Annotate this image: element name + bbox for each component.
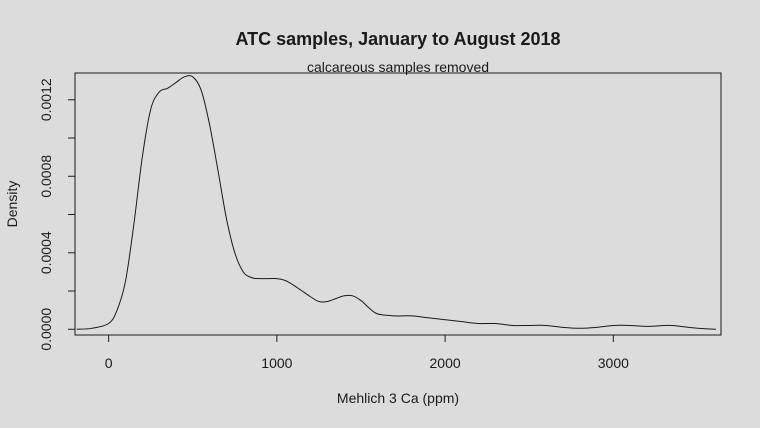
x-tick-label: 3000	[598, 355, 629, 371]
density-line	[76, 75, 716, 330]
chart-subtitle: calcareous samples removed	[307, 59, 489, 75]
y-tick-label: 0.0004	[38, 231, 54, 274]
x-axis-label: Mehlich 3 Ca (ppm)	[337, 390, 459, 406]
y-tick-label: 0.0012	[38, 78, 54, 121]
plot-frame	[74, 72, 722, 336]
x-tick-label: 1000	[261, 355, 292, 371]
y-tick-label: 0.0000	[38, 308, 54, 351]
y-tick-label: 0.0008	[38, 155, 54, 198]
y-axis-label: Density	[4, 181, 20, 228]
x-tick-label: 2000	[430, 355, 461, 371]
y-axis: 0.0000 0.0004 0.0008 0.0012	[38, 78, 76, 351]
x-tick-label: 0	[105, 355, 113, 371]
x-axis: 0 1000 2000 3000	[105, 334, 629, 371]
chart-title: ATC samples, January to August 2018	[235, 29, 560, 49]
